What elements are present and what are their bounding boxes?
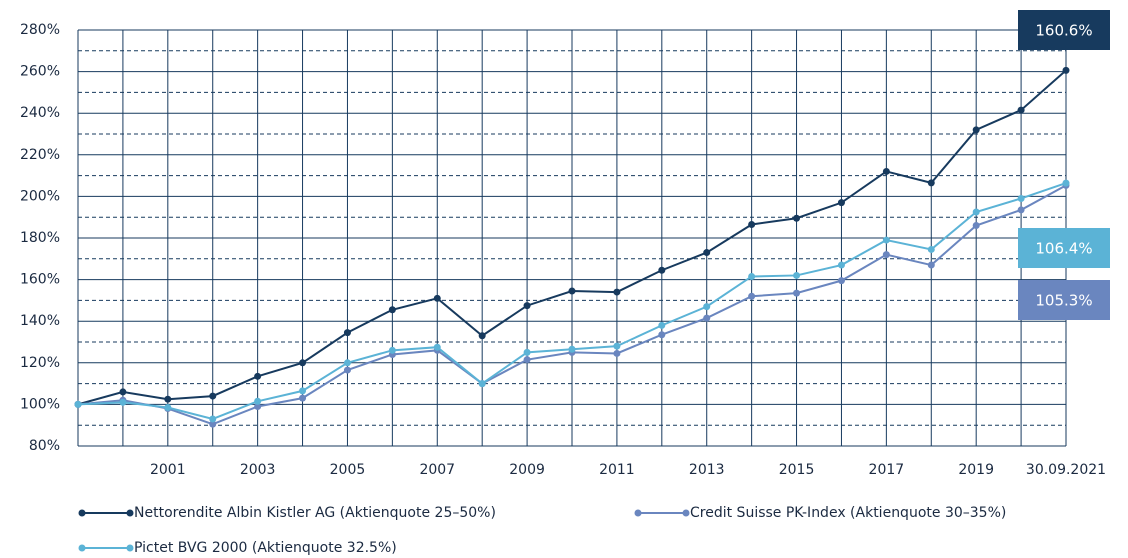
series-point — [523, 302, 531, 310]
series-point — [254, 372, 262, 380]
series-point — [837, 199, 845, 207]
legend-dot — [682, 509, 690, 517]
legend-dot — [78, 509, 86, 517]
series-point — [299, 359, 307, 367]
series-point — [1017, 194, 1025, 202]
annotation-label: 105.3% — [1035, 292, 1092, 310]
y-tick-label: 220% — [20, 147, 60, 163]
legend-label: Credit Suisse PK-Index (Aktienquote 30–3… — [690, 505, 1006, 521]
series-point — [882, 251, 890, 259]
series-point — [972, 208, 980, 216]
y-tick-label: 200% — [20, 188, 60, 204]
series-point — [703, 303, 711, 311]
series-point — [1017, 106, 1025, 114]
series-point — [748, 272, 756, 280]
legend-label: Nettorendite Albin Kistler AG (Aktienquo… — [134, 505, 496, 521]
series-point — [927, 245, 935, 253]
series-point — [299, 387, 307, 395]
series-point — [748, 292, 756, 300]
series-point — [1062, 179, 1070, 187]
legend-dot — [634, 509, 642, 517]
series-point — [613, 349, 621, 357]
series-point — [343, 359, 351, 367]
series-point — [793, 214, 801, 222]
x-tick-label: 2019 — [958, 462, 994, 478]
series-point — [523, 348, 531, 356]
x-tick-label: 2009 — [509, 462, 545, 478]
x-tick-label: 30.09.2021 — [1026, 462, 1106, 478]
series-point — [343, 366, 351, 374]
series-point — [793, 289, 801, 297]
x-tick-label: 2011 — [599, 462, 635, 478]
series-point — [119, 398, 127, 406]
y-tick-label: 140% — [20, 313, 60, 329]
series-point — [927, 179, 935, 187]
x-tick-label: 2003 — [240, 462, 276, 478]
series-point — [748, 220, 756, 228]
series-point — [209, 415, 217, 423]
series-point — [837, 261, 845, 269]
series-point — [837, 277, 845, 285]
series-point — [793, 271, 801, 279]
legend-label: Pictet BVG 2000 (Aktienquote 32.5%) — [134, 540, 397, 556]
x-tick-label: 2017 — [869, 462, 905, 478]
series-point — [478, 332, 486, 340]
annotation-box — [1018, 10, 1110, 50]
y-tick-label: 80% — [29, 438, 60, 454]
y-tick-label: 180% — [20, 230, 60, 246]
series-point — [972, 222, 980, 230]
annotation-box — [1018, 228, 1110, 268]
annotation-box — [1018, 280, 1110, 320]
legend-dot — [78, 544, 86, 552]
series-point — [882, 167, 890, 175]
series-point — [658, 331, 666, 339]
series-point — [882, 236, 890, 244]
x-tick-label: 2005 — [330, 462, 366, 478]
series-point — [1017, 206, 1025, 214]
y-tick-label: 280% — [20, 22, 60, 38]
series-point — [658, 266, 666, 274]
x-tick-label: 2001 — [150, 462, 186, 478]
series-point — [523, 356, 531, 364]
x-tick-label: 2013 — [689, 462, 725, 478]
x-tick-label: 2007 — [419, 462, 455, 478]
annotation-label: 160.6% — [1035, 22, 1092, 40]
series-point — [119, 388, 127, 396]
series-point — [613, 342, 621, 350]
series-point — [254, 402, 262, 410]
annotation-label: 106.4% — [1035, 240, 1092, 258]
series-point — [209, 392, 217, 400]
series-point — [568, 287, 576, 295]
series-point — [209, 420, 217, 428]
series-point — [299, 394, 307, 402]
y-tick-label: 240% — [20, 105, 60, 121]
series-point — [164, 395, 172, 403]
series-point — [164, 404, 172, 412]
series-point — [658, 321, 666, 329]
series-point — [972, 126, 980, 134]
series-point — [927, 261, 935, 269]
x-tick-label: 2015 — [779, 462, 815, 478]
series-point — [254, 397, 262, 405]
series-point — [433, 343, 441, 351]
y-tick-label: 260% — [20, 64, 60, 80]
series-point — [1062, 66, 1070, 74]
series-point — [388, 306, 396, 314]
series-point — [388, 346, 396, 354]
series-point — [703, 249, 711, 257]
series-point — [613, 288, 621, 296]
legend-dot — [126, 509, 134, 517]
series-point — [703, 314, 711, 322]
y-tick-label: 120% — [20, 355, 60, 371]
y-tick-label: 160% — [20, 272, 60, 288]
series-point — [568, 345, 576, 353]
series-point — [74, 400, 82, 408]
series-point — [343, 329, 351, 337]
legend-dot — [126, 544, 134, 552]
series-point — [478, 380, 486, 388]
series-point — [433, 294, 441, 302]
y-tick-label: 100% — [20, 396, 60, 412]
